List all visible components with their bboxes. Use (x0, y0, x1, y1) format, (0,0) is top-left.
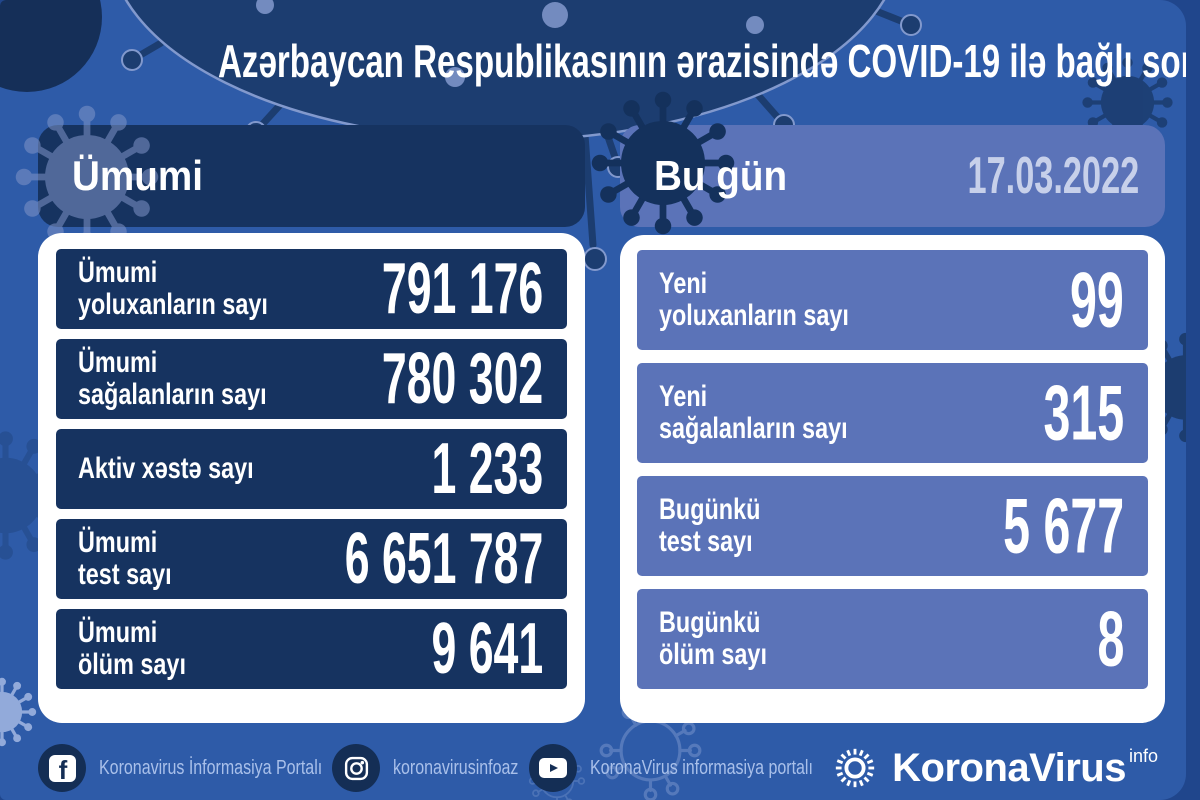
brand-name: KoronaVirus (892, 745, 1126, 790)
today-panel-title: Bu gün (654, 152, 788, 199)
stat-label-line: Bugünkü (659, 492, 761, 526)
stat-label: Bugünkü test sayı (659, 492, 761, 558)
facebook-f-letter: f (58, 754, 68, 782)
brand-logo: KoronaVirus info (832, 745, 1158, 791)
virus-logo-icon (835, 748, 875, 788)
stat-label-line: Ümumi (78, 255, 158, 289)
table-row: Ümumi ölüm sayı 9 641 (56, 609, 567, 689)
youtube-link[interactable]: KoronaVirus informasiya portalı (529, 744, 813, 792)
stat-value: 9 641 (431, 609, 543, 689)
stat-value: 780 302 (381, 339, 543, 419)
total-panel-header: Ümumi (38, 125, 585, 227)
stat-label-line: yoluxanların sayı (659, 299, 849, 332)
stat-value: 315 (1043, 368, 1124, 457)
table-row: Ümumi sağalanların sayı 780 302 (56, 339, 567, 419)
stat-value: 8 (1097, 594, 1124, 683)
youtube-label: KoronaVirus informasiya portalı (590, 756, 813, 779)
facebook-icon: f (38, 744, 86, 792)
stat-label: Bugünkü ölüm sayı (659, 605, 767, 671)
stat-label-line: ölüm sayı (659, 638, 767, 671)
today-panel-header: Bu gün 17.03.2022 (620, 125, 1165, 227)
youtube-icon-glyph (539, 758, 567, 778)
stat-label-line: yoluxanların sayı (78, 288, 268, 321)
table-row: Bugünkü ölüm sayı 8 (637, 589, 1148, 689)
stat-value: 6 651 787 (344, 519, 543, 599)
table-row: Aktiv xəstə sayı 1 233 (56, 429, 567, 509)
stat-label-line: Ümumi (78, 615, 158, 649)
stat-label: Yeni sağalanların sayı (659, 379, 848, 445)
page-title-text: Azərbaycan Respublikasının ərazisində CO… (217, 35, 1186, 87)
stat-label-line: test sayı (78, 558, 172, 591)
stat-label-line: Ümumi (78, 345, 158, 379)
page-title: Azərbaycan Respublikasının ərazisində CO… (0, 34, 1186, 88)
today-panel: Yeni yoluxanların sayı 99 Yeni sağalanla… (620, 235, 1165, 723)
table-row: Ümumi yoluxanların sayı 791 176 (56, 249, 567, 329)
stat-label-line: Aktiv xəstə sayı (78, 451, 254, 485)
youtube-icon (529, 744, 577, 792)
stat-value: 99 (1070, 255, 1124, 344)
stat-label-line: test sayı (659, 525, 753, 558)
table-row: Yeni sağalanların sayı 315 (637, 363, 1148, 463)
stat-label: Ümumi yoluxanların sayı (78, 255, 268, 321)
virus-decoration-bottom-left (0, 676, 38, 748)
stat-value: 1 233 (431, 429, 543, 509)
stat-label-line: Yeni (659, 379, 708, 413)
facebook-label: Koronavirus İnformasiya Portalı (99, 756, 323, 779)
facebook-link[interactable]: f Koronavirus İnformasiya Portalı (38, 744, 323, 792)
table-row: Yeni yoluxanların sayı 99 (637, 250, 1148, 350)
instagram-label: koronavirusinfoaz (393, 756, 519, 779)
brand-suffix: info (1128, 745, 1158, 766)
instagram-icon (332, 744, 380, 792)
stat-label: Aktiv xəstə sayı (78, 451, 254, 485)
stat-label-line: sağalanların sayı (78, 378, 267, 411)
report-date: 17.03.2022 (967, 147, 1139, 205)
stat-value: 791 176 (381, 249, 543, 329)
stat-label-line: Yeni (659, 266, 708, 300)
stat-value: 5 677 (1002, 481, 1124, 570)
stat-label: Ümumi sağalanların sayı (78, 345, 267, 411)
instagram-link[interactable]: koronavirusinfoaz (332, 744, 519, 792)
stat-label-line: Bugünkü (659, 605, 761, 639)
stat-label-line: sağalanların sayı (659, 412, 848, 445)
stat-label: Yeni yoluxanların sayı (659, 266, 849, 332)
stat-label-line: ölüm sayı (78, 648, 186, 681)
stat-label: Ümumi ölüm sayı (78, 615, 186, 681)
total-panel-title: Ümumi (72, 152, 203, 199)
footer: f Koronavirus İnformasiya Portalı korona… (38, 741, 1158, 795)
table-row: Ümumi test sayı 6 651 787 (56, 519, 567, 599)
table-row: Bugünkü test sayı 5 677 (637, 476, 1148, 576)
total-panel: Ümumi yoluxanların sayı 791 176 Ümumi sa… (38, 233, 585, 723)
facebook-icon-glyph: f (48, 754, 76, 782)
stat-label: Ümumi test sayı (78, 525, 172, 591)
stat-label-line: Ümumi (78, 525, 158, 559)
instagram-icon-glyph (344, 756, 368, 780)
